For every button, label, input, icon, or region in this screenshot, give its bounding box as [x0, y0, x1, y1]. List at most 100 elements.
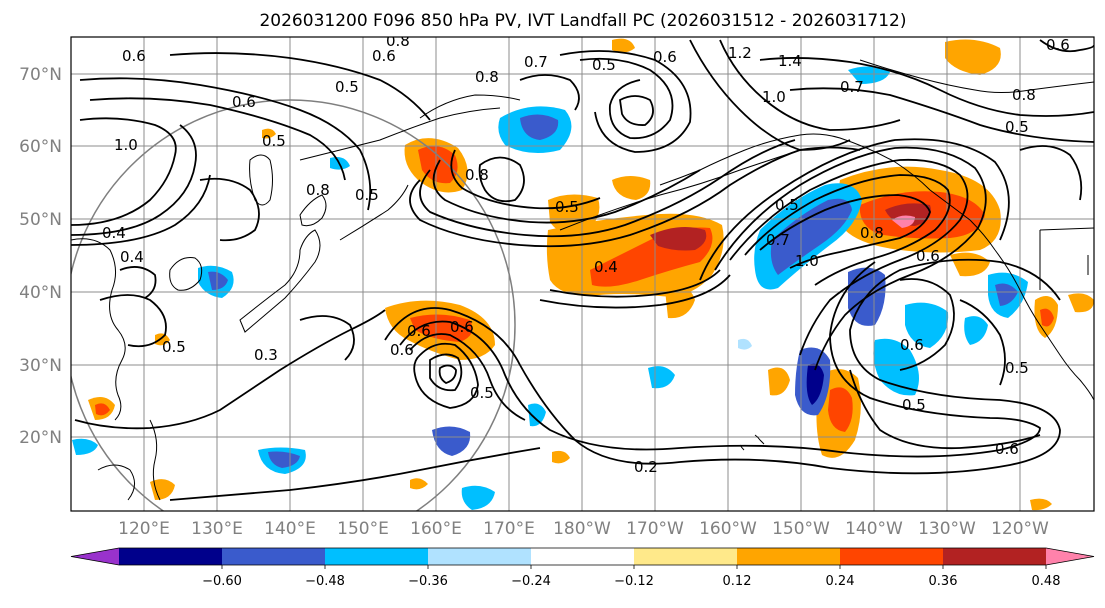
contour-label: 0.5 [262, 132, 286, 150]
shade-pos [1040, 308, 1054, 327]
shade-pos [945, 39, 1001, 75]
shade-neg [520, 114, 559, 140]
lon-label: 150°E [337, 519, 389, 539]
contour-line [450, 149, 601, 210]
colorbar-tick-label: 0.48 [1032, 574, 1061, 589]
contour-label: 0.5 [902, 396, 926, 414]
contour-labels: 0.6 0.8 0.6 0.5 0.8 0.7 0.5 0.6 1.2 1.4 … [102, 32, 1070, 476]
contour-line [549, 269, 721, 298]
contour-label: 0.5 [335, 78, 359, 96]
contour-label: 0.6 [1046, 36, 1070, 54]
coast-asia [71, 238, 126, 421]
lon-label: 140°E [264, 519, 316, 539]
shade-neg [770, 198, 852, 275]
contour-label: 0.7 [766, 231, 790, 249]
coast-alaska [659, 133, 996, 251]
contour-label: 0.4 [120, 248, 144, 266]
shade-pos [612, 38, 635, 53]
contour-label: 0.5 [592, 56, 616, 74]
coast-na-west [994, 249, 1094, 401]
colorbar-tick-label: 0.24 [826, 574, 855, 589]
shade-pos [548, 194, 600, 234]
contour-line [399, 261, 1041, 458]
coast-philippines [149, 419, 161, 501]
contour-label: 0.5 [555, 198, 579, 216]
contour-label: 0.8 [386, 32, 410, 50]
shading-positive [88, 38, 1094, 511]
colorbar-tick-label: −0.60 [202, 574, 242, 589]
lon-label: 120°E [118, 519, 170, 539]
contour-label: 0.5 [470, 384, 494, 402]
colorbar-tick-label: 0.36 [929, 574, 958, 589]
contour-line [744, 174, 951, 286]
lon-label: 120°W [991, 519, 1049, 539]
colorbar-swatch [840, 548, 944, 565]
shade-pos [410, 314, 473, 342]
lon-label: 140°W [845, 519, 903, 539]
contour-line [849, 369, 1041, 450]
contour-line [559, 50, 692, 153]
contour-label: 0.6 [900, 336, 924, 354]
map-title: 2026031200 F096 850 hPa PV, IVT Landfall… [259, 11, 906, 31]
lat-label: 40°N [19, 283, 62, 303]
lon-label: 170°W [626, 519, 684, 539]
colorbar-tick-label: −0.24 [511, 574, 551, 589]
lon-label: 160°E [410, 519, 462, 539]
contour-line [719, 39, 901, 131]
contour-line [579, 57, 674, 140]
colorbar-tick-label: −0.12 [614, 574, 654, 589]
contour-line [729, 158, 969, 356]
coast-aleutians [559, 149, 801, 231]
shade-neg [738, 338, 752, 350]
contour-line [71, 117, 177, 226]
contour-line [1019, 145, 1083, 201]
colorbar-outline [70, 547, 1095, 566]
colorbar-swatch [943, 548, 1047, 565]
colorbar-swatch [325, 548, 429, 565]
shade-pos [1068, 293, 1094, 313]
lat-label: 60°N [19, 137, 62, 157]
contour-line [409, 333, 526, 421]
contour-label: 0.6 [653, 48, 677, 66]
contour-line [438, 364, 457, 384]
contour-line [89, 97, 346, 181]
shade-pos [950, 252, 990, 277]
contour-label: 0.2 [634, 458, 658, 476]
contour-label: 0.8 [306, 181, 330, 199]
colorbar-extend-max [1046, 548, 1094, 565]
shade-neg [964, 316, 988, 345]
coast-okhotsk [299, 107, 501, 161]
coast-arctic [859, 59, 1094, 93]
shade-neg [461, 485, 495, 510]
contour-line [429, 353, 463, 392]
lat-label: 70°N [19, 65, 62, 85]
landfall-region-circle [71, 99, 516, 511]
contour-line [689, 39, 851, 151]
shade-pos [612, 176, 651, 200]
contour-label: 0.8 [860, 224, 884, 242]
shade-neg [528, 403, 546, 427]
coast-korea [169, 257, 203, 291]
lon-labels: 120°E 130°E 140°E 150°E 160°E 170°E 180°… [118, 519, 1049, 539]
contour-label: 0.8 [465, 166, 489, 184]
shade-pos [650, 226, 707, 251]
contour-label: 0.5 [1005, 359, 1029, 377]
contour-line [899, 278, 955, 371]
contour-line [419, 139, 796, 238]
contour-line [1039, 39, 1094, 53]
contour-label: 1.0 [114, 136, 138, 154]
shade-neg [72, 438, 98, 455]
contour-label: 0.5 [355, 186, 379, 204]
lat-label: 20°N [19, 428, 62, 448]
contour-line [699, 138, 1010, 281]
contour-label: 1.4 [778, 52, 802, 70]
contour-label: 0.5 [162, 338, 186, 356]
contour-line [199, 177, 260, 242]
contour-label: 0.8 [1012, 86, 1036, 104]
shade-pos [1030, 498, 1052, 511]
shade-pos [150, 479, 175, 500]
contour-line [413, 342, 479, 409]
shade-pos [262, 128, 276, 139]
lat-label: 30°N [19, 356, 62, 376]
